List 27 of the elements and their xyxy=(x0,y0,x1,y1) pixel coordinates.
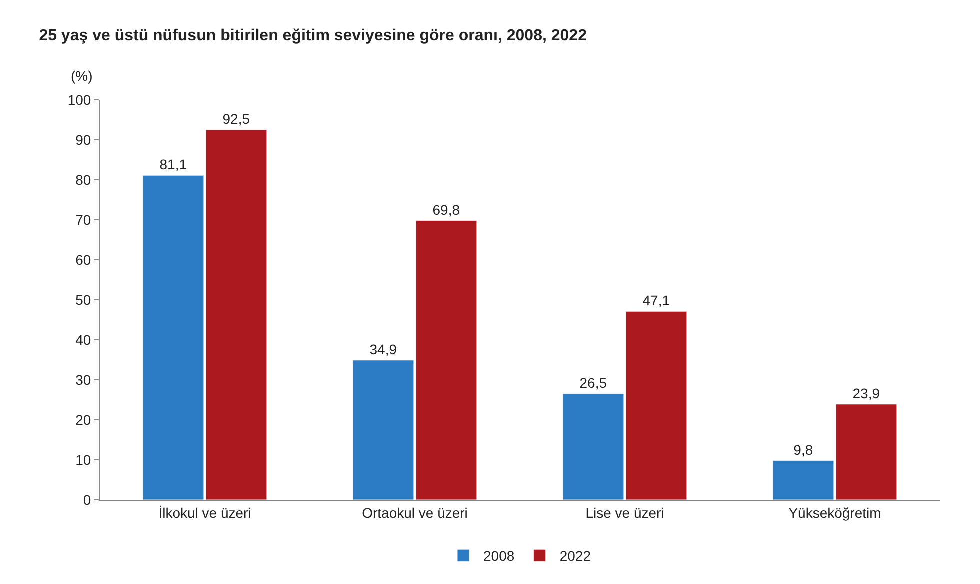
y-tick-label: 20 xyxy=(76,412,92,428)
data-label: 34,9 xyxy=(370,341,398,358)
x-tick-label: Lise ve üzeri xyxy=(586,504,664,521)
legend-label: 2008 xyxy=(484,548,515,564)
x-tick-label: Ortaokul ve üzeri xyxy=(362,504,468,521)
chart-title: 25 yaş ve üstü nüfusun bitirilen eğitim seviyesine göre oranı, 2008, 2022 xyxy=(39,27,588,44)
data-label: 9,8 xyxy=(794,442,814,458)
y-tick-label: 100 xyxy=(68,92,92,108)
y-tick-label: 0 xyxy=(83,492,92,508)
x-tick-label: Yükseköğretim xyxy=(788,504,882,521)
data-label: 69,8 xyxy=(432,202,460,218)
y-tick-label: 80 xyxy=(76,172,92,188)
data-label: 26,5 xyxy=(580,375,608,391)
y-tick-label: 90 xyxy=(76,132,92,148)
y-tick-label: 40 xyxy=(76,332,92,348)
x-tick-label: İlkokul ve üzeri xyxy=(158,504,252,521)
y-tick-label: 10 xyxy=(76,452,92,468)
data-label: 23,9 xyxy=(852,385,880,402)
data-label: 92,5 xyxy=(222,111,250,127)
y-tick-label: 30 xyxy=(76,372,92,388)
y-tick-label: 50 xyxy=(76,292,92,308)
y-axis-title: (%) xyxy=(71,68,93,84)
legend-label: 2022 xyxy=(560,548,592,564)
y-tick-label: 70 xyxy=(76,212,92,228)
data-label: 81,1 xyxy=(160,156,188,173)
y-tick-label: 60 xyxy=(76,252,92,268)
data-label: 47,1 xyxy=(642,292,670,309)
